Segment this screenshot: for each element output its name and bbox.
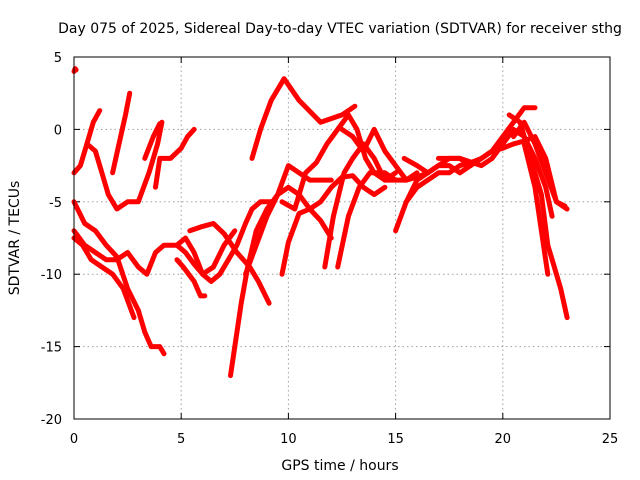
x-tick-label: 5 bbox=[177, 432, 185, 447]
x-tick-label: 15 bbox=[387, 432, 404, 447]
series-sat-e bbox=[142, 121, 163, 161]
series-sat-m bbox=[228, 184, 334, 379]
series-sat-x bbox=[436, 126, 555, 219]
series-sat-g bbox=[71, 228, 238, 277]
series-sat-t bbox=[339, 126, 420, 183]
series-sat-v bbox=[403, 134, 570, 212]
x-tick-label: 10 bbox=[280, 432, 297, 447]
series-sat-j bbox=[174, 199, 274, 284]
series-sat-u bbox=[393, 105, 538, 234]
y-tick-label: 0 bbox=[54, 123, 62, 138]
series-sat-h bbox=[71, 199, 167, 357]
x-tick-label: 25 bbox=[602, 432, 619, 447]
data-series bbox=[71, 66, 570, 379]
series-sat-d bbox=[110, 90, 133, 176]
plot-frame bbox=[73, 56, 611, 420]
series-sat-p bbox=[249, 76, 358, 161]
series-sat-r bbox=[322, 141, 399, 270]
series-sat-i bbox=[71, 235, 137, 321]
x-tick-label: 20 bbox=[495, 432, 512, 447]
y-axis-title: SDTVAR / TECUs bbox=[7, 181, 23, 296]
series-sat-k bbox=[174, 257, 208, 299]
y-tick-label: -20 bbox=[41, 413, 62, 428]
series-sat-c bbox=[84, 119, 165, 212]
series-sat-aa bbox=[511, 119, 568, 209]
x-tick-labels: 0 5 10 15 20 25 bbox=[70, 432, 618, 447]
y-tick-label: 5 bbox=[54, 51, 62, 66]
series-sat-n bbox=[243, 163, 334, 277]
x-tick-label: 0 bbox=[70, 432, 78, 447]
y-tick-label: -15 bbox=[41, 341, 62, 356]
series-sat-l bbox=[187, 221, 272, 306]
series-sat-o bbox=[279, 173, 388, 277]
series-sat-f bbox=[153, 126, 197, 190]
x-axis-title: GPS time / hours bbox=[281, 458, 398, 474]
chart-title: Day 075 of 2025, Sidereal Day-to-day VTE… bbox=[58, 21, 622, 37]
series-sat-z bbox=[521, 141, 551, 277]
y-tick-label: -10 bbox=[41, 268, 62, 283]
y-tick-labels: -20 -15 -10 -5 0 5 bbox=[41, 51, 62, 428]
y-tick-label: -5 bbox=[49, 196, 62, 211]
